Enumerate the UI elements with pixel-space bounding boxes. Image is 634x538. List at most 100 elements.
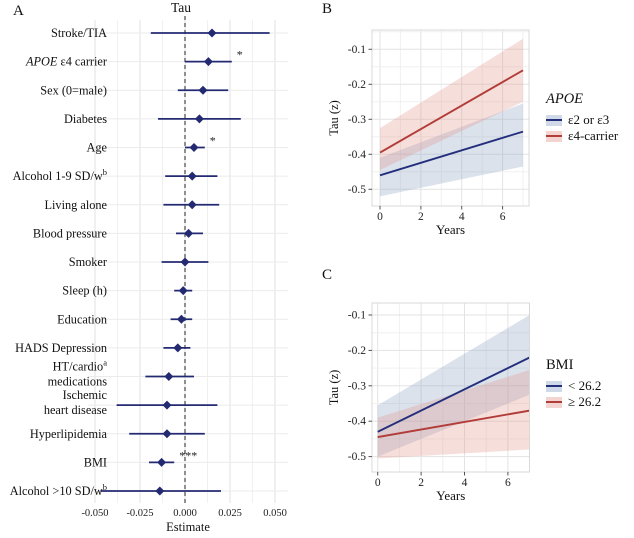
row-label: Blood pressure bbox=[33, 226, 108, 240]
trend-line bbox=[379, 130, 524, 177]
x-axis-title: Years bbox=[436, 222, 465, 237]
x-axis-title: Estimate bbox=[166, 520, 210, 534]
estimate-diamond bbox=[198, 85, 208, 95]
estimate-diamond bbox=[157, 457, 167, 467]
y-axis-title: Tau (z) bbox=[327, 100, 341, 136]
legend-line-icon bbox=[546, 135, 562, 137]
y-tick-label: -0.5 bbox=[348, 451, 366, 463]
significance-stars: * bbox=[237, 48, 243, 62]
forest-row: Hyperlipidemia bbox=[30, 427, 205, 441]
panel-c-letter: C bbox=[322, 267, 333, 283]
estimate-diamond bbox=[184, 228, 194, 238]
forest-row: Diabetes bbox=[64, 112, 241, 126]
trend-line bbox=[379, 69, 524, 154]
row-label: Alcohol >10 SD/wb bbox=[10, 482, 107, 498]
row-label: Smoker bbox=[69, 255, 107, 269]
legend-item: ≥ 26.2 bbox=[546, 394, 601, 410]
x-axis: -0.050 -0.025 0.000 0.025 0.050 Estimate bbox=[81, 508, 286, 534]
estimate-diamond bbox=[203, 57, 213, 67]
forest-row: Blood pressure bbox=[33, 226, 203, 240]
forest-row: * Age bbox=[87, 134, 216, 155]
forest-row: *** BMI bbox=[84, 448, 197, 469]
row-label: heart disease bbox=[44, 403, 108, 417]
confidence-bands bbox=[380, 38, 523, 197]
legend-line-icon bbox=[546, 385, 562, 387]
legend-items: < 26.2 ≥ 26.2 bbox=[546, 378, 601, 410]
significance-stars: *** bbox=[179, 448, 197, 462]
estimate-diamond bbox=[178, 286, 188, 296]
trend-lines bbox=[377, 356, 530, 439]
x-tick-label: 6 bbox=[500, 211, 506, 223]
y-tick-label: -0.2 bbox=[348, 79, 366, 91]
estimate-diamond bbox=[189, 143, 199, 152]
forest-rows: Stroke/TIA * APOE ε4 carrier Sex (0=male) Di… bbox=[10, 26, 270, 498]
axes: 0 2 4 6 -0.1 -0.2 -0.3 -0.4 -0.5 Years Tau (z) bbox=[327, 44, 506, 237]
y-tick-label: -0.4 bbox=[348, 149, 366, 161]
estimate-diamond bbox=[187, 200, 197, 210]
legend-label: ≥ 26.2 bbox=[568, 394, 602, 409]
x-tick-label: 0.050 bbox=[263, 508, 287, 519]
y-tick-label: -0.3 bbox=[348, 114, 366, 126]
legend-item: ε2 or ε3 bbox=[546, 112, 618, 128]
forest-row: Stroke/TIA bbox=[51, 26, 270, 40]
y-tick-label: -0.3 bbox=[348, 380, 366, 392]
apoe-legend: APOE ε2 or ε3 ε4-carrier bbox=[546, 91, 618, 144]
panel-b-letter: B bbox=[322, 1, 333, 17]
legend-line-icon bbox=[546, 119, 562, 121]
confidence-band bbox=[377, 369, 530, 459]
row-label: Education bbox=[57, 312, 107, 326]
x-tick-label: 0.000 bbox=[173, 508, 197, 519]
bmi-trajectory-plot-svg: 0 2 4 6 -0.1 -0.2 -0.3 -0.4 -0.5 Years Tau (z) bbox=[327, 302, 530, 503]
estimate-diamond bbox=[155, 486, 165, 496]
row-label: Diabetes bbox=[64, 112, 107, 126]
bmi-legend: BMI < 26.2 ≥ 26.2 bbox=[546, 357, 601, 410]
apoe-legend-title: APOE bbox=[546, 91, 584, 107]
y-tick-label: -0.5 bbox=[348, 184, 366, 196]
x-tick-label: 0 bbox=[375, 477, 381, 489]
y-tick-label: -0.2 bbox=[348, 345, 366, 357]
y-tick-label: -0.1 bbox=[348, 44, 366, 56]
forest-title: Tau bbox=[171, 0, 191, 15]
x-tick-label: 0 bbox=[377, 211, 383, 223]
x-tick-label: 2 bbox=[418, 211, 424, 223]
legend-label: ε2 or ε3 bbox=[568, 112, 610, 127]
legend-line-icon bbox=[546, 401, 562, 403]
legend-label: ε4-carrier bbox=[568, 128, 619, 143]
row-label: medications bbox=[48, 375, 108, 389]
y-tick-label: -0.4 bbox=[348, 416, 366, 428]
row-label: Stroke/TIA bbox=[51, 26, 107, 40]
row-label: Ischemic bbox=[63, 388, 108, 402]
legend-swatch-icon bbox=[546, 380, 562, 392]
confidence-band bbox=[380, 103, 523, 197]
estimate-diamond bbox=[187, 171, 197, 181]
trend-lines bbox=[379, 69, 524, 177]
row-label: Sleep (h) bbox=[62, 284, 107, 298]
row-label: HT/cardioa bbox=[53, 358, 108, 374]
estimate-diamond bbox=[164, 372, 174, 381]
forest-row: Alcohol >10 SD/wb bbox=[10, 482, 221, 498]
apoe-trajectory-plot-svg: 0 2 4 6 -0.1 -0.2 -0.3 -0.4 -0.5 Years Tau (z) bbox=[327, 29, 530, 237]
x-tick-label: -0.025 bbox=[126, 508, 153, 519]
trend-line bbox=[377, 409, 530, 439]
row-label: Alcohol 1-9 SD/wb bbox=[13, 167, 107, 183]
legend-swatch-icon bbox=[546, 396, 562, 408]
row-label: APOE ε4 carrier bbox=[25, 55, 107, 69]
confidence-bands bbox=[377, 315, 530, 459]
panel-a-letter: A bbox=[13, 3, 24, 19]
estimate-diamond bbox=[162, 429, 172, 439]
legend-label: < 26.2 bbox=[568, 378, 602, 393]
x-tick-label: 2 bbox=[418, 477, 424, 489]
y-axis-title: Tau (z) bbox=[327, 370, 341, 406]
forest-row: Living alone bbox=[45, 198, 220, 212]
row-label: HADS Depression bbox=[15, 341, 107, 355]
legend-swatch-icon bbox=[546, 114, 562, 126]
estimate-diamond bbox=[173, 343, 183, 353]
y-tick-label: -0.1 bbox=[348, 310, 366, 322]
x-tick-label: 0.025 bbox=[218, 508, 242, 519]
legend-items: ε2 or ε3 ε4-carrier bbox=[546, 112, 618, 144]
trend-line bbox=[377, 356, 530, 433]
estimate-diamond bbox=[180, 257, 190, 267]
row-label: Age bbox=[87, 141, 108, 155]
